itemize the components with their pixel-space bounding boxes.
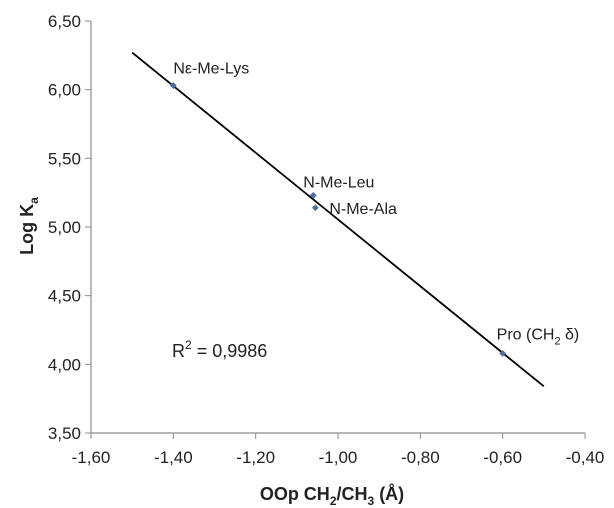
y-tick-label: 4,00 — [48, 355, 81, 374]
trendline-group — [131, 51, 545, 388]
data-point — [311, 204, 319, 212]
y-axis-ticks: 3,50 4,00 4,50 5,00 5,50 6,00 6,50 — [48, 12, 91, 443]
point-label: N-Me-Ala — [329, 201, 397, 218]
y-tick-label: 3,50 — [48, 424, 81, 443]
data-points — [169, 82, 507, 357]
trendline — [131, 51, 545, 388]
r-squared-annotation: R2 = 0,9986 — [172, 338, 267, 361]
y-axis-title: Log Ka — [17, 197, 41, 255]
x-tick-label: -1,00 — [319, 448, 358, 467]
x-tick-label: -0,80 — [401, 448, 440, 467]
y-tick-label: 4,50 — [48, 287, 81, 306]
y-tick-label: 5,50 — [48, 149, 81, 168]
point-label: Nε-Me-Lys — [173, 61, 249, 78]
point-label: Pro (CH2 δ) — [497, 326, 580, 347]
data-point — [499, 349, 507, 357]
data-point — [169, 82, 177, 89]
data-point — [309, 192, 317, 199]
x-axis-ticks: -1,60 -1,40 -1,20 -1,00 -0,80 -0,60 -0,40 — [72, 433, 605, 467]
x-tick-label: -0,40 — [566, 448, 605, 467]
point-label: N-Me-Leu — [303, 174, 374, 191]
x-tick-label: -1,20 — [236, 448, 275, 467]
y-tick-label: 6,00 — [48, 81, 81, 100]
y-tick-label: 6,50 — [48, 12, 81, 31]
x-tick-label: -1,60 — [72, 448, 111, 467]
point-labels: Nε-Me-Lys N-Me-Leu N-Me-Ala Pro (CH2 δ) — [173, 61, 579, 348]
x-tick-label: -1,40 — [154, 448, 193, 467]
y-tick-label: 5,00 — [48, 218, 81, 237]
x-tick-label: -0,60 — [483, 448, 522, 467]
axes — [90, 21, 585, 434]
x-axis-title: OOp CH2/CH3 (Å) — [260, 484, 404, 508]
